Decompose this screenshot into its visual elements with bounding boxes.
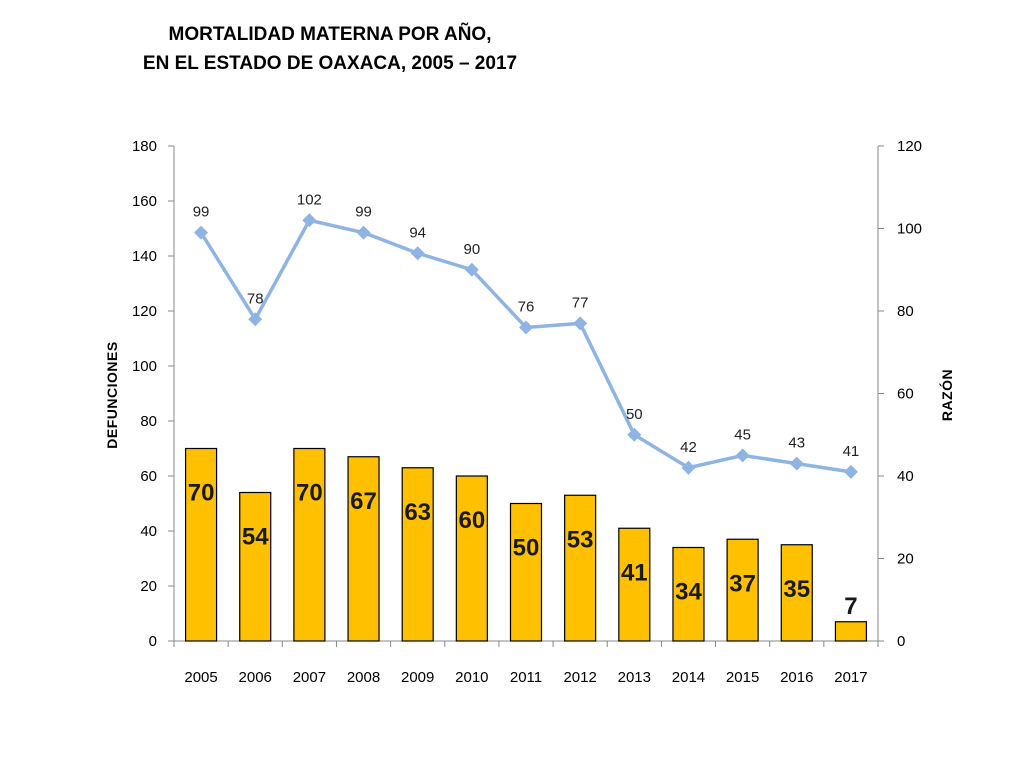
bar-value-label: 35 bbox=[783, 576, 810, 603]
bar-value-label: 37 bbox=[729, 570, 756, 597]
left-tick-label: 120 bbox=[132, 303, 157, 320]
rate-value-label: 76 bbox=[518, 299, 535, 316]
left-tick-label: 20 bbox=[140, 578, 157, 595]
bar bbox=[347, 456, 380, 642]
bar-value-label: 53 bbox=[567, 526, 594, 553]
left-tick-label: 160 bbox=[132, 193, 157, 210]
left-tick-label: 80 bbox=[140, 413, 157, 430]
left-tick-label: 100 bbox=[132, 358, 157, 375]
left-tick-label: 40 bbox=[140, 523, 157, 540]
bar bbox=[455, 475, 488, 642]
rate-value-label: 77 bbox=[572, 294, 589, 311]
left-tick-label: 60 bbox=[140, 468, 157, 485]
bar-value-label: 34 bbox=[675, 579, 702, 606]
y2-axis-title: RAZÓN bbox=[938, 369, 955, 421]
bar-value-label: 60 bbox=[458, 507, 485, 534]
rate-line bbox=[199, 218, 852, 474]
bar bbox=[564, 494, 597, 642]
x-tick-label: 2008 bbox=[347, 669, 380, 686]
chart-title-line1: MORTALIDAD MATERNA POR AÑO, bbox=[169, 23, 492, 45]
bar bbox=[780, 544, 813, 642]
x-tick-label: 2013 bbox=[618, 669, 651, 686]
rate-point bbox=[302, 213, 317, 228]
bar-value-label: 67 bbox=[350, 488, 377, 515]
x-tick-label: 2006 bbox=[239, 669, 272, 686]
rate-value-label: 94 bbox=[409, 224, 426, 241]
y-axis-title: DEFUNCIONES bbox=[104, 341, 120, 448]
x-tick-label: 2007 bbox=[293, 669, 326, 686]
right-tick-label: 80 bbox=[897, 303, 914, 320]
bar-value-label: 41 bbox=[621, 559, 648, 586]
bar bbox=[618, 527, 651, 642]
rate-point bbox=[356, 225, 371, 240]
left-tick-label: 140 bbox=[132, 248, 157, 265]
x-tick-label: 2017 bbox=[834, 669, 867, 686]
bar bbox=[672, 546, 705, 642]
bar bbox=[834, 621, 868, 642]
x-tick-label: 2015 bbox=[726, 669, 759, 686]
right-tick-label: 20 bbox=[897, 551, 914, 568]
rate-point bbox=[627, 427, 642, 442]
x-tick-label: 2016 bbox=[780, 669, 813, 686]
x-tick-label: 2012 bbox=[563, 669, 596, 686]
bar bbox=[239, 491, 272, 642]
bar-value-label: 70 bbox=[296, 480, 323, 507]
rate-point bbox=[519, 320, 533, 335]
rate-point bbox=[248, 312, 263, 327]
chart-title-line2: EN EL ESTADO DE OAXACA, 2005 – 2017 bbox=[143, 53, 517, 74]
bar bbox=[401, 467, 434, 642]
rate-point bbox=[573, 316, 588, 331]
x-tick-label: 2014 bbox=[672, 669, 705, 686]
bar-value-label: 70 bbox=[188, 480, 215, 507]
bar-value-label: 63 bbox=[404, 499, 431, 526]
right-tick-label: 60 bbox=[897, 386, 914, 403]
rate-point bbox=[735, 448, 750, 463]
rate-value-label: 90 bbox=[464, 241, 481, 258]
rate-value-label: 50 bbox=[626, 406, 643, 423]
rate-value-label: 99 bbox=[193, 204, 210, 221]
rate-value-label: 102 bbox=[297, 191, 322, 208]
bar bbox=[293, 447, 326, 642]
rate-value-label: 99 bbox=[355, 204, 372, 221]
rate-value-label: 43 bbox=[788, 435, 805, 452]
rate-point bbox=[194, 225, 209, 240]
rate-value-label: 42 bbox=[680, 439, 697, 456]
right-tick-label: 40 bbox=[897, 468, 914, 485]
rate-point bbox=[843, 464, 858, 479]
bar bbox=[184, 447, 218, 642]
x-tick-label: 2009 bbox=[401, 669, 434, 686]
x-tick-label: 2005 bbox=[184, 669, 217, 686]
rate-value-label: 78 bbox=[247, 290, 264, 307]
bar bbox=[726, 538, 759, 642]
rate-point bbox=[681, 460, 696, 475]
rate-point bbox=[789, 456, 804, 471]
rate-point bbox=[410, 246, 425, 261]
right-tick-label: 120 bbox=[897, 138, 922, 155]
left-tick-label: 0 bbox=[149, 633, 157, 650]
rate-value-label: 41 bbox=[843, 443, 860, 460]
bar-value-label: 50 bbox=[513, 535, 540, 562]
rate-point bbox=[464, 262, 479, 277]
right-tick-label: 100 bbox=[897, 221, 922, 238]
bar-value-label: 54 bbox=[242, 524, 269, 551]
x-tick-label: 2010 bbox=[455, 669, 488, 686]
bar bbox=[509, 502, 543, 642]
rate-value-label: 45 bbox=[734, 426, 751, 443]
x-tick-label: 2011 bbox=[510, 669, 542, 686]
bar-value-label: 7 bbox=[844, 593, 857, 620]
left-tick-label: 180 bbox=[132, 138, 157, 155]
right-tick-label: 0 bbox=[897, 633, 905, 650]
